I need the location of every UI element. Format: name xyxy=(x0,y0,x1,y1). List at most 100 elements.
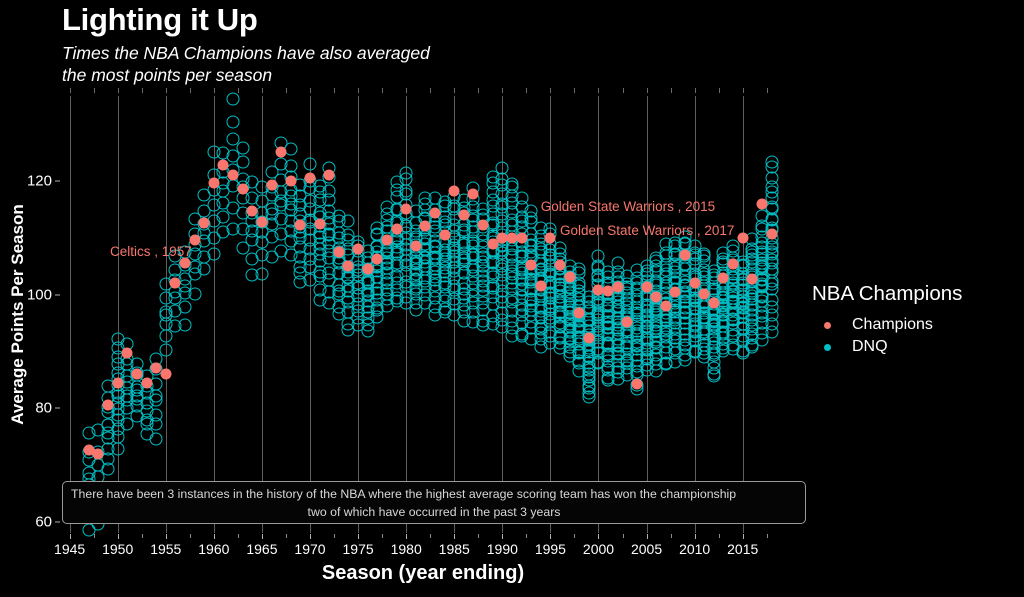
data-point-dnq xyxy=(726,239,740,253)
x-tick-top-minor xyxy=(334,88,336,93)
x-tick-top-1955 xyxy=(165,88,167,93)
data-point-champion xyxy=(362,263,374,275)
data-point-dnq xyxy=(149,389,163,403)
data-point-dnq xyxy=(399,166,413,180)
x-tick-minor xyxy=(430,534,432,538)
x-tick-mark-1960 xyxy=(213,534,215,539)
y-tick-mark-120 xyxy=(55,180,60,182)
data-point-dnq xyxy=(236,141,250,155)
data-point-champion xyxy=(381,234,393,246)
data-point-champion xyxy=(371,253,383,265)
data-point-champion xyxy=(169,277,181,289)
x-tick-top-minor xyxy=(574,88,576,93)
legend-items: Champions DNQ xyxy=(812,314,1024,358)
y-axis-title: Average Points Per Season xyxy=(8,204,27,425)
data-point-champion xyxy=(160,368,172,380)
x-tick-label-1960: 1960 xyxy=(198,541,230,557)
data-point-dnq xyxy=(678,230,692,244)
data-point-champion xyxy=(554,259,566,271)
data-point-champion xyxy=(102,399,114,411)
legend-item-dnq[interactable]: DNQ xyxy=(812,336,1024,358)
x-tick-top-minor xyxy=(718,88,720,93)
data-point-dnq xyxy=(265,165,279,179)
plot-annotation-3: Golden State Warriors , 2017 xyxy=(560,223,735,239)
data-point-champion xyxy=(506,232,518,244)
x-tick-top-minor xyxy=(766,88,768,93)
x-tick-label-1985: 1985 xyxy=(438,541,470,557)
data-point-champion xyxy=(131,368,143,380)
data-point-dnq xyxy=(515,191,529,205)
x-tick-top-minor xyxy=(285,88,287,93)
data-point-dnq xyxy=(120,417,134,431)
data-point-champion xyxy=(179,257,191,269)
x-tick-minor xyxy=(766,534,768,538)
x-tick-mark-1945 xyxy=(69,534,71,539)
data-point-champion xyxy=(448,185,460,197)
data-point-champion xyxy=(439,229,451,241)
data-point-champion xyxy=(689,277,701,289)
data-point-dnq xyxy=(159,329,173,343)
data-point-dnq xyxy=(505,177,519,191)
data-point-champion xyxy=(410,240,422,252)
data-point-dnq xyxy=(591,249,605,263)
data-point-champion xyxy=(112,377,124,389)
x-tick-label-1950: 1950 xyxy=(102,541,134,557)
legend: NBA Champions Champions DNQ xyxy=(812,282,1024,358)
data-point-champion xyxy=(285,175,297,187)
x-tick-label-1965: 1965 xyxy=(246,541,278,557)
data-point-dnq xyxy=(188,287,202,301)
x-tick-minor xyxy=(237,534,239,538)
data-point-champion xyxy=(294,219,306,231)
data-point-champion xyxy=(333,246,345,257)
data-point-champion xyxy=(304,172,316,184)
data-point-champion xyxy=(544,232,556,244)
plot-panel: Celtics , 1957 Golden State Warriors , 20… xyxy=(60,92,786,537)
x-tick-mark-1955 xyxy=(165,534,167,539)
x-tick-label-1995: 1995 xyxy=(534,541,566,557)
dnq-dot xyxy=(823,343,831,351)
data-point-dnq xyxy=(111,442,125,456)
x-tick-label-1945: 1945 xyxy=(54,541,86,557)
x-tick-top-minor xyxy=(526,88,528,93)
data-point-champion xyxy=(660,300,672,312)
x-tick-minor xyxy=(526,534,528,538)
data-point-champion xyxy=(189,234,201,246)
data-point-champion xyxy=(458,209,470,221)
x-tick-top-minor xyxy=(478,88,480,93)
data-point-dnq xyxy=(207,247,221,261)
x-tick-mark-1985 xyxy=(454,534,456,539)
legend-key xyxy=(812,321,842,329)
x-tick-mark-1995 xyxy=(550,534,552,539)
data-point-dnq xyxy=(765,293,779,307)
data-point-champion xyxy=(391,223,403,235)
data-point-dnq xyxy=(341,228,355,242)
legend-title: NBA Champions xyxy=(812,282,963,305)
x-tick-mark-1990 xyxy=(502,534,504,539)
data-point-champion xyxy=(266,179,278,191)
data-point-dnq xyxy=(178,300,192,314)
legend-item-champions[interactable]: Champions xyxy=(812,314,1024,336)
data-point-dnq xyxy=(197,262,211,276)
x-tick-top-1990 xyxy=(502,88,504,93)
x-tick-top-1950 xyxy=(117,88,119,93)
data-point-champion xyxy=(525,259,537,271)
data-point-champion xyxy=(602,285,614,297)
data-point-champion xyxy=(650,291,662,303)
data-point-dnq xyxy=(197,204,211,218)
x-tick-label-2005: 2005 xyxy=(630,541,663,557)
data-point-dnq xyxy=(688,239,702,253)
data-point-champion xyxy=(756,198,768,210)
data-point-dnq xyxy=(236,241,250,255)
data-point-champion xyxy=(746,273,758,285)
data-point-dnq xyxy=(399,184,413,198)
data-point-dnq xyxy=(341,214,355,228)
x-tick-top-minor xyxy=(237,88,239,93)
data-point-champion xyxy=(487,238,499,250)
data-point-dnq xyxy=(149,408,163,422)
data-point-dnq xyxy=(226,132,240,146)
data-point-champion xyxy=(227,169,239,181)
legend-key xyxy=(812,343,842,351)
data-point-champion xyxy=(92,448,104,460)
champions-dot xyxy=(823,321,831,329)
